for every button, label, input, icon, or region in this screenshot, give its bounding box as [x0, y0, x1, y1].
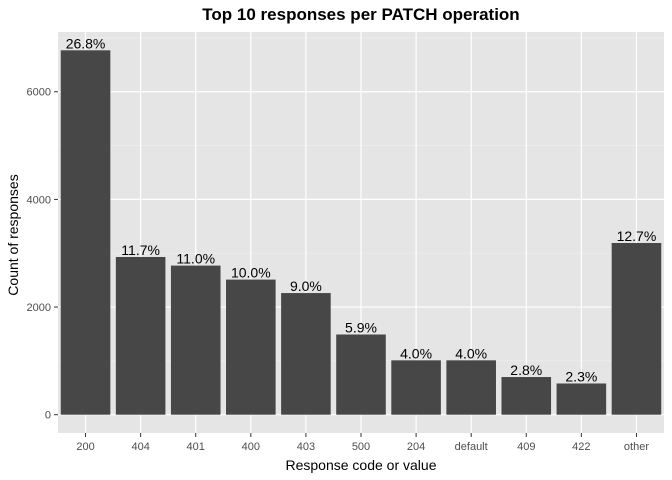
chart-title: Top 10 responses per PATCH operation — [202, 5, 519, 24]
bar-404 — [115, 256, 166, 415]
bar-500 — [336, 334, 386, 415]
data-label-200: 26.8% — [66, 35, 106, 51]
bar-401 — [170, 265, 221, 415]
bar-200 — [60, 50, 111, 415]
y-tick-label: 0 — [45, 410, 51, 422]
data-label-204: 4.0% — [400, 345, 432, 361]
bar-422 — [556, 383, 607, 415]
data-label-default: 4.0% — [455, 345, 487, 361]
y-tick-label: 6000 — [27, 87, 51, 99]
data-label-404: 11.7% — [121, 242, 160, 258]
x-tick-label-400: 400 — [242, 441, 260, 453]
y-axis: 0 2000 4000 6000 — [27, 87, 58, 422]
x-tick-label-200: 200 — [76, 441, 94, 453]
bar-400 — [226, 279, 276, 415]
x-axis: 200 404 401 400 403 500 204 default 409 422 other — [76, 433, 649, 453]
data-label-422: 2.3% — [565, 368, 597, 384]
x-tick-label-500: 500 — [352, 441, 370, 453]
y-tick-label: 4000 — [27, 194, 51, 206]
x-tick-label-404: 404 — [131, 441, 149, 453]
bar-204 — [391, 360, 441, 415]
data-label-401: 11.0% — [176, 251, 215, 267]
bar-other — [611, 242, 662, 415]
x-tick-label-403: 403 — [297, 441, 315, 453]
data-label-403: 9.0% — [290, 278, 322, 294]
x-tick-label-409: 409 — [517, 441, 535, 453]
data-label-400: 10.0% — [231, 265, 271, 281]
bar-403 — [281, 293, 331, 415]
x-tick-label-other: other — [624, 441, 649, 453]
bars — [60, 50, 662, 415]
data-label-409: 2.8% — [510, 362, 542, 378]
x-tick-label-204: 204 — [407, 441, 425, 453]
x-tick-label-default: default — [455, 441, 488, 453]
data-label-500: 5.9% — [345, 319, 377, 335]
bar-default — [446, 360, 496, 415]
x-tick-label-422: 422 — [572, 441, 590, 453]
bar-409 — [501, 377, 552, 415]
x-axis-label: Response code or value — [286, 457, 437, 473]
data-labels: 26.8% 11.7% 11.0% 10.0% 9.0% 5.9% 4.0% 4.0% 2.8%… — [66, 35, 657, 384]
y-tick-label: 2000 — [27, 302, 51, 314]
x-tick-label-401: 401 — [187, 441, 205, 453]
data-label-other: 12.7% — [617, 228, 657, 244]
y-axis-label: Count of responses — [5, 174, 21, 295]
